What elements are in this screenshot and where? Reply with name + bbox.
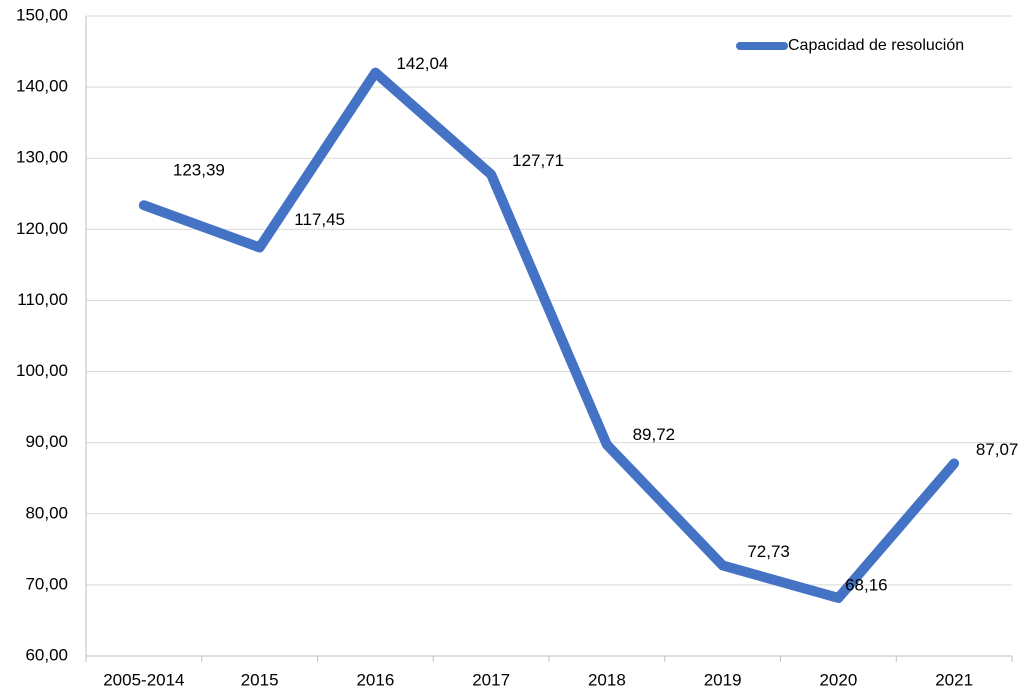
x-tick-label: 2018 xyxy=(588,670,626,689)
x-tick-label: 2017 xyxy=(472,670,510,689)
y-tick-label: 100,00 xyxy=(16,361,68,380)
data-label: 89,72 xyxy=(633,425,676,444)
y-tick-label: 110,00 xyxy=(17,290,68,309)
x-tick-label: 2015 xyxy=(241,670,279,689)
y-tick-label: 130,00 xyxy=(16,148,68,167)
data-label: 127,71 xyxy=(512,151,564,170)
data-label: 68,16 xyxy=(845,575,888,594)
data-label: 123,39 xyxy=(173,161,225,180)
x-tick-label: 2005-2014 xyxy=(103,670,184,689)
line xyxy=(138,67,960,603)
y-tick-label: 80,00 xyxy=(25,503,68,522)
x-tick-label: 2020 xyxy=(819,670,857,689)
y-tick-label: 150,00 xyxy=(16,5,68,24)
y-tick-label: 60,00 xyxy=(25,645,68,664)
data-label: 117,45 xyxy=(294,210,345,229)
x-tick-label: 2019 xyxy=(704,670,742,689)
y-tick-label: 90,00 xyxy=(25,432,68,451)
x-tick-label: 2021 xyxy=(935,670,973,689)
x-tick-label: 2016 xyxy=(356,670,394,689)
y-tick-label: 70,00 xyxy=(25,574,68,593)
y-tick-label: 140,00 xyxy=(16,77,68,96)
data-label: 142,04 xyxy=(396,54,448,73)
y-tick-label: 120,00 xyxy=(16,219,68,238)
data-label: 87,07 xyxy=(976,440,1019,459)
data-label: 72,73 xyxy=(747,542,790,561)
legend-label: Capacidad de resolución xyxy=(788,37,964,54)
